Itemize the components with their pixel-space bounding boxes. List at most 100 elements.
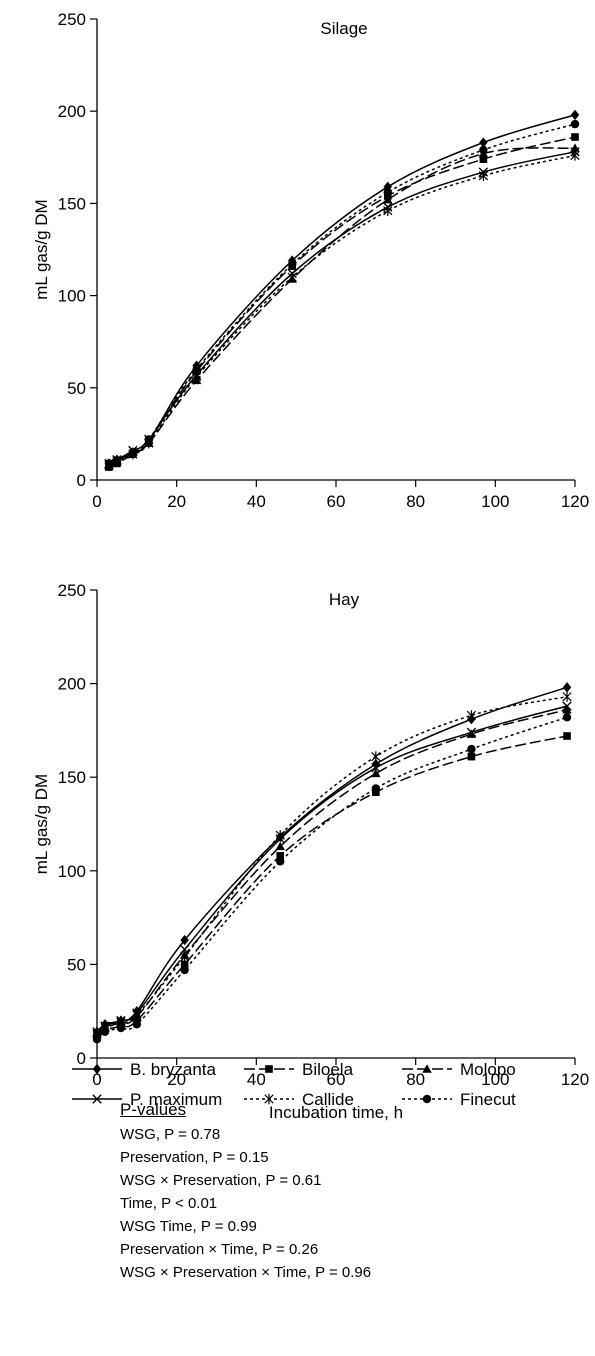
y-tick-label: 250 bbox=[58, 581, 86, 600]
marker-diamond bbox=[371, 758, 381, 770]
marker-circle bbox=[116, 1023, 126, 1033]
marker-diamond bbox=[562, 682, 572, 693]
marker-circle bbox=[112, 457, 122, 466]
series-biloela bbox=[105, 133, 579, 471]
y-tick-label: 150 bbox=[58, 768, 86, 787]
x-tick-label: 60 bbox=[327, 1070, 346, 1089]
x-tick-label: 100 bbox=[481, 492, 509, 511]
legend-label: Molopo bbox=[460, 1060, 516, 1079]
pvalues-title: P-values bbox=[120, 1100, 187, 1119]
x-tick-label: 20 bbox=[167, 492, 186, 511]
series-finecut bbox=[104, 119, 580, 468]
series-line bbox=[108, 154, 576, 466]
marker-square bbox=[563, 732, 571, 740]
marker-x bbox=[92, 1094, 102, 1104]
panel-title: Hay bbox=[329, 590, 360, 609]
x-tick-label: 0 bbox=[92, 1070, 101, 1089]
legend-item: Biloela bbox=[244, 1060, 354, 1079]
marker-circle bbox=[92, 1035, 102, 1044]
marker-triangle bbox=[383, 195, 393, 204]
legend: B. bryzanta Biloela Molopo P. maximum Callid… bbox=[72, 1060, 516, 1109]
y-tick-label: 0 bbox=[77, 1049, 86, 1068]
marker-triangle bbox=[275, 841, 285, 851]
x-tick-label: 40 bbox=[247, 1070, 266, 1089]
series-callide bbox=[104, 150, 580, 471]
marker-circle bbox=[128, 448, 138, 457]
series-line bbox=[96, 686, 568, 1033]
marker-circle bbox=[479, 145, 488, 155]
y-axis-label: mL gas/g DM bbox=[32, 199, 51, 299]
series-b-bryzanta bbox=[104, 109, 580, 469]
marker-star bbox=[275, 830, 285, 841]
marker-diamond bbox=[479, 137, 488, 148]
series-biloela bbox=[93, 732, 571, 1040]
legend-label: Biloela bbox=[302, 1060, 354, 1079]
marker-star bbox=[132, 1009, 142, 1021]
y-axis-label: mL gas/g DM bbox=[32, 774, 51, 874]
series-line bbox=[108, 151, 576, 465]
marker-star bbox=[264, 1093, 274, 1105]
legend-label: Finecut bbox=[460, 1090, 516, 1109]
y-tick-label: 250 bbox=[58, 10, 86, 29]
x-axis-label: Incubation time, h bbox=[269, 1103, 403, 1122]
series-line bbox=[108, 136, 576, 468]
marker-star bbox=[478, 170, 489, 181]
series-line bbox=[96, 716, 568, 1040]
y-tick-label: 150 bbox=[58, 194, 86, 213]
marker-circle bbox=[383, 188, 392, 197]
marker-x bbox=[371, 763, 381, 773]
series-line bbox=[108, 114, 576, 465]
marker-star bbox=[562, 691, 572, 702]
marker-square bbox=[276, 852, 285, 860]
marker-square bbox=[571, 133, 579, 141]
marker-square bbox=[180, 960, 189, 969]
y-tick-label: 200 bbox=[58, 102, 86, 121]
legend-item: Molopo bbox=[402, 1060, 516, 1079]
legend-item: Finecut bbox=[402, 1090, 516, 1109]
marker-circle bbox=[570, 119, 580, 129]
marker-diamond bbox=[180, 934, 189, 946]
series-line bbox=[96, 695, 568, 1033]
x-tick-label: 80 bbox=[406, 1070, 425, 1089]
marker-square bbox=[467, 752, 476, 761]
y-tick-label: 50 bbox=[67, 379, 86, 398]
marker-diamond bbox=[92, 1063, 102, 1075]
legend-label: P. maximum bbox=[130, 1090, 222, 1109]
y-tick-label: 0 bbox=[77, 471, 86, 490]
series-line bbox=[108, 123, 576, 465]
marker-circle bbox=[371, 784, 381, 793]
x-tick-label: 0 bbox=[92, 492, 101, 511]
silage-panel: 0 50 100 150 200 250 0 20 40 60 80 100 120 Silage mL g… bbox=[32, 10, 589, 511]
pvalue-line: WSG × Preservation × Time, P = 0.96 bbox=[120, 1264, 372, 1281]
pvalues-box: P-values WSG, P = 0.78 Preservation, P =… bbox=[120, 1098, 371, 1284]
series-molopo bbox=[92, 705, 572, 1038]
marker-triangle bbox=[562, 705, 572, 714]
series-p-maximum bbox=[104, 147, 580, 469]
pvalue-line: Preservation, P = 0.15 bbox=[120, 1149, 269, 1166]
pvalue-line: Time, P < 0.01 bbox=[120, 1195, 218, 1212]
legend-item: Callide bbox=[244, 1090, 354, 1109]
marker-star bbox=[466, 710, 477, 721]
marker-circle bbox=[562, 713, 572, 722]
marker-circle bbox=[192, 365, 201, 374]
hay-panel: 0 50 100 150 200 250 0 20 40 60 80 100 120 Hay mL gas/… bbox=[32, 581, 589, 1122]
marker-circle bbox=[180, 965, 189, 975]
marker-circle bbox=[276, 857, 285, 866]
marker-star bbox=[383, 205, 393, 216]
series-p-maximum bbox=[92, 701, 572, 1039]
marker-x bbox=[179, 944, 190, 955]
marker-x bbox=[466, 727, 477, 737]
marker-circle bbox=[467, 744, 476, 754]
x-tick-label: 100 bbox=[481, 1070, 509, 1089]
x-tick-label: 20 bbox=[167, 1070, 186, 1089]
series-line bbox=[96, 705, 568, 1035]
marker-triangle bbox=[466, 729, 477, 738]
x-tick-label: 120 bbox=[561, 1070, 589, 1089]
marker-circle bbox=[104, 459, 114, 468]
series-line bbox=[108, 147, 576, 466]
x-tick-label: 120 bbox=[561, 492, 589, 511]
pvalue-line: WSG Time, P = 0.99 bbox=[120, 1218, 257, 1235]
x-tick-label: 40 bbox=[247, 492, 266, 511]
series-line bbox=[96, 735, 568, 1037]
series-molopo bbox=[104, 143, 580, 469]
